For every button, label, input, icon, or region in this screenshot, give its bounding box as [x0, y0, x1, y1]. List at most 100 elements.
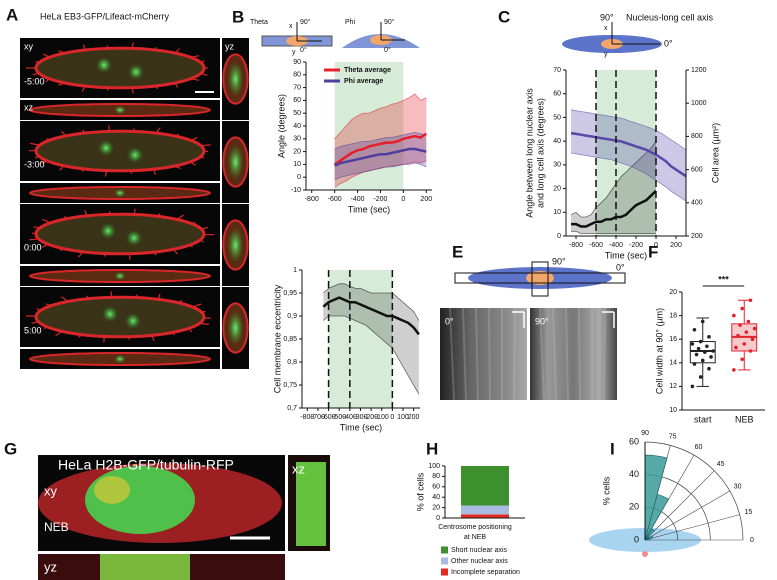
- axis-label: Time (sec): [605, 250, 647, 260]
- kymo-streak: [513, 307, 516, 401]
- series-line: [322, 296, 420, 336]
- data-point: [690, 384, 695, 389]
- centrosome: [125, 313, 141, 329]
- cell-section: [227, 226, 244, 264]
- annotation: y: [292, 49, 296, 56]
- centrosome: [127, 147, 143, 163]
- x-tick-label: -800: [569, 242, 583, 249]
- y-tick-label: 18: [669, 312, 677, 319]
- y-tick-label: 60: [432, 484, 440, 491]
- data-point: [732, 313, 736, 318]
- y-tick-label: 30: [293, 136, 301, 143]
- data-point: [700, 319, 705, 324]
- annotation: 90°: [300, 18, 311, 26]
- bar-segment: [461, 505, 509, 515]
- kymo-streak: [565, 307, 569, 401]
- data-point: [700, 358, 705, 363]
- y-tick-label: 14: [669, 360, 677, 367]
- panel-title: HeLa EB3-GFP/Lifeact-mCherry: [40, 11, 170, 21]
- y-tick-label: 0,7: [287, 405, 297, 412]
- band-lower: [571, 230, 656, 234]
- cell-body: [34, 46, 206, 90]
- cell-section: [114, 271, 126, 281]
- x-tick-label: 200: [408, 414, 420, 421]
- kymo-streak: [462, 307, 467, 401]
- x-tick-label: 0: [654, 242, 658, 249]
- theta-tick-label: 45: [717, 461, 725, 468]
- image-label: 90°: [535, 316, 549, 326]
- y-tick-label: 60: [293, 97, 301, 104]
- x-tick-label: NEB: [735, 414, 754, 424]
- data-point: [732, 368, 736, 372]
- annotation: ***: [718, 274, 729, 284]
- chromatin: [296, 462, 326, 546]
- y-tick-label: 40: [553, 138, 561, 145]
- annotation: 0°: [664, 38, 673, 48]
- r-tick-label: 40: [629, 469, 639, 479]
- cell-section: [227, 309, 244, 347]
- data-point: [696, 346, 701, 351]
- x-tick-label: -600: [589, 242, 603, 249]
- y-tick-label: 400: [691, 200, 703, 207]
- theta-tick-label: 90: [641, 430, 649, 437]
- data-point: [740, 306, 744, 311]
- legend-label: Phi average: [344, 78, 383, 85]
- y-tick-label: 20: [553, 185, 561, 192]
- y-tick-label: -10: [291, 187, 301, 194]
- panel-label: I: [610, 439, 615, 458]
- panel-label: C: [498, 7, 510, 26]
- panel-label: G: [4, 439, 17, 458]
- kymo-streak: [552, 307, 557, 401]
- spoke: [644, 490, 731, 541]
- theta-tick-label: 60: [695, 444, 703, 451]
- chromatin: [100, 554, 190, 580]
- kymo-line: [454, 272, 626, 284]
- diagram: [296, 22, 405, 42]
- y-tick-label: 0: [557, 233, 561, 240]
- cell-section: [227, 60, 244, 98]
- cell-section: [114, 354, 126, 364]
- cell-body: [34, 295, 206, 339]
- data-point: [692, 362, 697, 366]
- axis-label: Cell area (µm²): [710, 123, 720, 183]
- theta-tick-label: 0: [750, 537, 754, 544]
- annotation: Nucleus-long cell axis: [626, 12, 714, 22]
- band-lower: [323, 315, 420, 395]
- data-point: [740, 357, 744, 362]
- y-tick-label: 40: [293, 123, 301, 130]
- data-point: [748, 349, 753, 353]
- data-point: [692, 327, 697, 332]
- legend-swatch: [441, 568, 448, 576]
- annotation: 90°: [384, 18, 395, 26]
- panel-label: F: [648, 242, 658, 261]
- theta-tick-label: 30: [734, 483, 742, 490]
- y-tick-label: 70: [553, 67, 561, 74]
- kymo-line: [531, 261, 549, 297]
- r-tick-label: 20: [629, 502, 639, 512]
- y-tick-label: 0,75: [283, 382, 297, 389]
- y-tick-label: 800: [691, 133, 703, 140]
- theta-tick-label: 15: [744, 509, 752, 516]
- cell-body: [34, 212, 206, 256]
- x-tick-label: -200: [364, 414, 378, 421]
- band-upper: [334, 131, 427, 150]
- time-label: -5:00: [24, 76, 45, 86]
- y-tick-label: 30: [553, 162, 561, 169]
- axis-label: Time (sec): [340, 422, 382, 432]
- annotation: Phi: [345, 19, 356, 26]
- y-tick-label: 100: [428, 463, 440, 470]
- error-band: [334, 132, 427, 180]
- r-tick-label: 0: [634, 534, 639, 544]
- panel-label: E: [452, 242, 463, 261]
- annotation: x: [604, 25, 608, 32]
- view-label: xz: [292, 461, 305, 476]
- x-tick-label: -200: [373, 196, 387, 203]
- axis-label: Angle between long nuclear axis: [524, 88, 534, 218]
- axis-label: % of cells: [415, 472, 425, 511]
- legend-swatch: [441, 557, 448, 565]
- kymo-streak: [539, 307, 545, 401]
- y-tick-label: 1000: [691, 100, 707, 107]
- centrosome: [96, 57, 112, 73]
- data-point: [752, 326, 757, 331]
- view-label: yz: [44, 559, 57, 574]
